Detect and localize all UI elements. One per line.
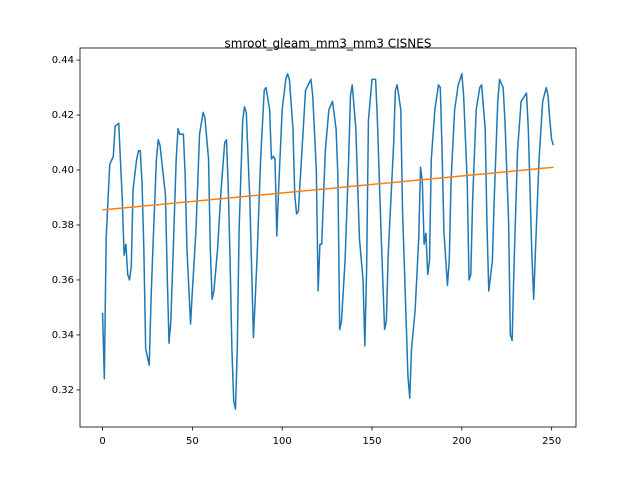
data-line [101, 73, 555, 410]
y-tick-label: 0.36 [52, 275, 74, 286]
plot-frame [79, 47, 577, 428]
x-tick-label: 250 [542, 436, 561, 447]
y-tick-label: 0.34 [52, 330, 74, 341]
x-tick-label: 0 [99, 436, 105, 447]
x-tick-label: 200 [452, 436, 471, 447]
y-tick-label: 0.38 [52, 220, 74, 231]
x-tick-label: 50 [186, 436, 199, 447]
y-tick-label: 0.44 [52, 55, 74, 66]
chart-title: smroot_gleam_mm3_mm3 CISNES [225, 37, 432, 51]
x-tick-label: 100 [273, 436, 292, 447]
x-tick-label: 150 [362, 436, 381, 447]
y-tick-label: 0.32 [52, 385, 74, 396]
data-line [102, 166, 554, 211]
y-tick-label: 0.42 [52, 110, 74, 121]
y-tick-label: 0.40 [52, 165, 74, 176]
